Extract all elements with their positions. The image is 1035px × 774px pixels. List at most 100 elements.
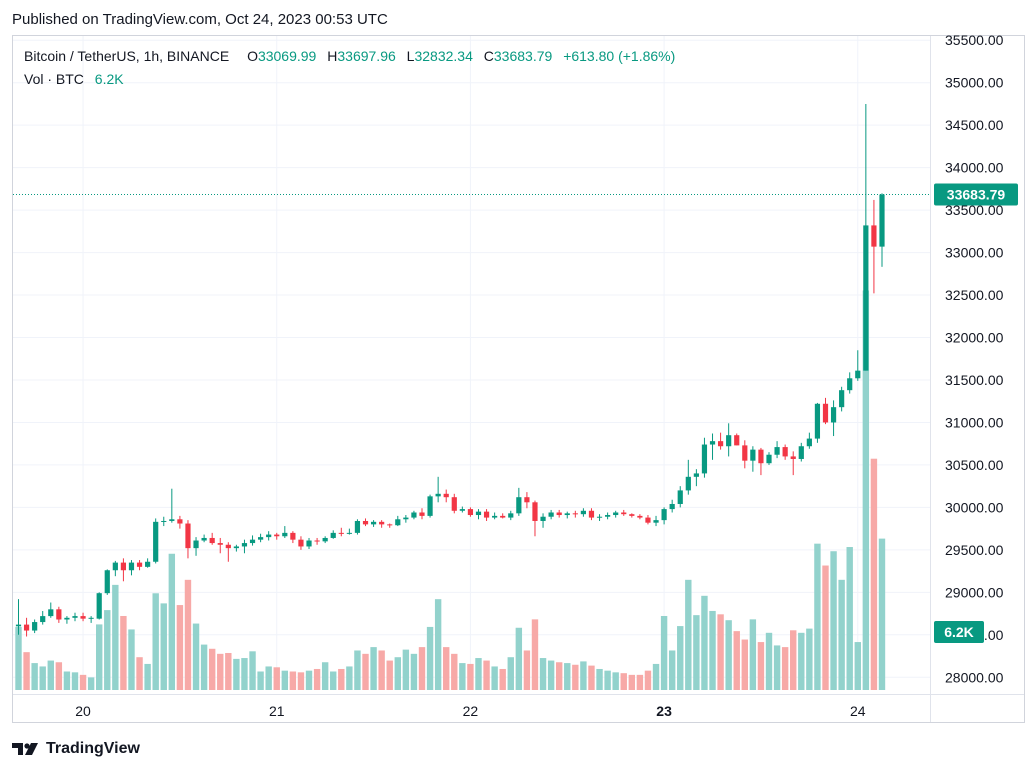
volume-bar <box>523 650 531 690</box>
candle-body <box>750 449 756 461</box>
volume-bar <box>491 666 498 690</box>
candle-body <box>459 509 465 511</box>
volume-bar <box>233 658 240 690</box>
volume-bar <box>23 652 30 690</box>
published-caption: Published on TradingView.com, Oct 24, 20… <box>12 11 388 28</box>
volume-bar <box>217 653 224 690</box>
candle-body <box>282 532 288 537</box>
legend-symbol: Bitcoin / TetherUS, 1h, BINANCE <box>24 48 230 64</box>
volume-bar <box>668 650 676 690</box>
candle-body <box>15 624 22 627</box>
candle-body <box>201 537 207 541</box>
brand-name: TradingView <box>46 740 140 757</box>
candle-body <box>693 473 699 477</box>
volume-bar <box>289 671 297 690</box>
volume-bar <box>652 663 660 690</box>
candle-body <box>387 524 393 526</box>
candle-body <box>338 532 344 534</box>
candle-body <box>241 543 248 547</box>
candle-body <box>572 513 578 515</box>
volume-bar <box>63 671 71 690</box>
candle-body <box>709 441 716 445</box>
volume-bar <box>152 593 159 690</box>
candle-body <box>798 446 804 459</box>
y-tick-label: 29500.00 <box>945 542 1004 558</box>
volume-bar <box>628 674 636 690</box>
volume-bar <box>104 610 111 690</box>
candle-body <box>56 609 62 620</box>
volume-bar <box>717 614 724 690</box>
volume-bar <box>394 657 401 690</box>
x-tick-label: 24 <box>850 703 866 719</box>
volume-bar <box>15 626 22 690</box>
y-tick-label: 30000.00 <box>945 499 1004 515</box>
candle-body <box>564 513 570 516</box>
candle-body <box>104 570 110 594</box>
candle-body <box>822 403 829 423</box>
candle-body <box>814 403 821 439</box>
volume-layer <box>15 290 886 690</box>
candle-body <box>330 532 336 538</box>
volume-bar <box>733 631 740 690</box>
volume-bar <box>547 660 555 690</box>
candle-body <box>580 510 586 515</box>
volume-bar <box>757 642 765 690</box>
candle-body <box>185 523 191 549</box>
volume-bar <box>144 663 151 690</box>
volume-bar <box>249 651 256 690</box>
volume-bar <box>434 599 442 690</box>
volume-bar <box>200 644 208 690</box>
chart-frame[interactable] <box>12 35 1025 723</box>
candle-body <box>871 225 877 247</box>
candle-body <box>516 497 522 514</box>
legend-open-label: O <box>247 48 258 64</box>
volume-bar <box>136 657 143 690</box>
volume-bar <box>281 670 289 690</box>
candle-body <box>863 225 869 371</box>
candle-body <box>613 512 619 516</box>
candle-body <box>169 519 175 521</box>
volume-bar <box>168 553 176 690</box>
volume-bar <box>39 666 46 690</box>
volume-legend: Vol · BTC 6.2K <box>24 71 124 87</box>
candle-body <box>193 540 199 549</box>
volume-bar <box>257 671 264 690</box>
candle-body <box>290 532 296 540</box>
volume-bar <box>862 290 870 690</box>
volume-bar <box>192 623 200 690</box>
candle-body <box>879 194 885 247</box>
tradingview-logo[interactable]: TradingView <box>12 740 140 758</box>
y-tick-label: 28000.00 <box>945 669 1004 685</box>
candle-body <box>128 562 135 571</box>
volume-bar <box>79 674 87 690</box>
candle-body <box>209 537 215 544</box>
volume-bar <box>459 663 466 690</box>
volume-bar <box>685 579 692 690</box>
volume-bar <box>878 538 886 690</box>
candle-body <box>605 515 611 517</box>
candle-body <box>443 493 449 498</box>
candle-body <box>734 435 740 446</box>
volume-bar <box>386 660 393 690</box>
ohlc-legend: Bitcoin / TetherUS, 1h, BINANCE O33069.9… <box>24 48 675 64</box>
volume-bar <box>346 666 353 690</box>
candle-body <box>669 503 675 510</box>
candle-body <box>145 561 151 567</box>
candle-body <box>403 517 409 520</box>
candle-body <box>508 513 514 518</box>
candle-body <box>621 512 627 515</box>
candle-body <box>23 624 30 631</box>
candle-body <box>532 502 538 521</box>
volume-bar <box>515 627 523 690</box>
candle-body <box>225 544 231 549</box>
candle-body <box>427 496 433 516</box>
y-tick-label: 32500.00 <box>945 287 1004 303</box>
volume-bar <box>564 663 571 690</box>
x-tick-label: 22 <box>463 703 479 719</box>
candle-body <box>596 516 603 518</box>
candle-body <box>492 515 498 518</box>
candle-body <box>548 512 554 517</box>
candle-body <box>379 521 385 525</box>
y-tick-label: 32000.00 <box>945 330 1004 346</box>
